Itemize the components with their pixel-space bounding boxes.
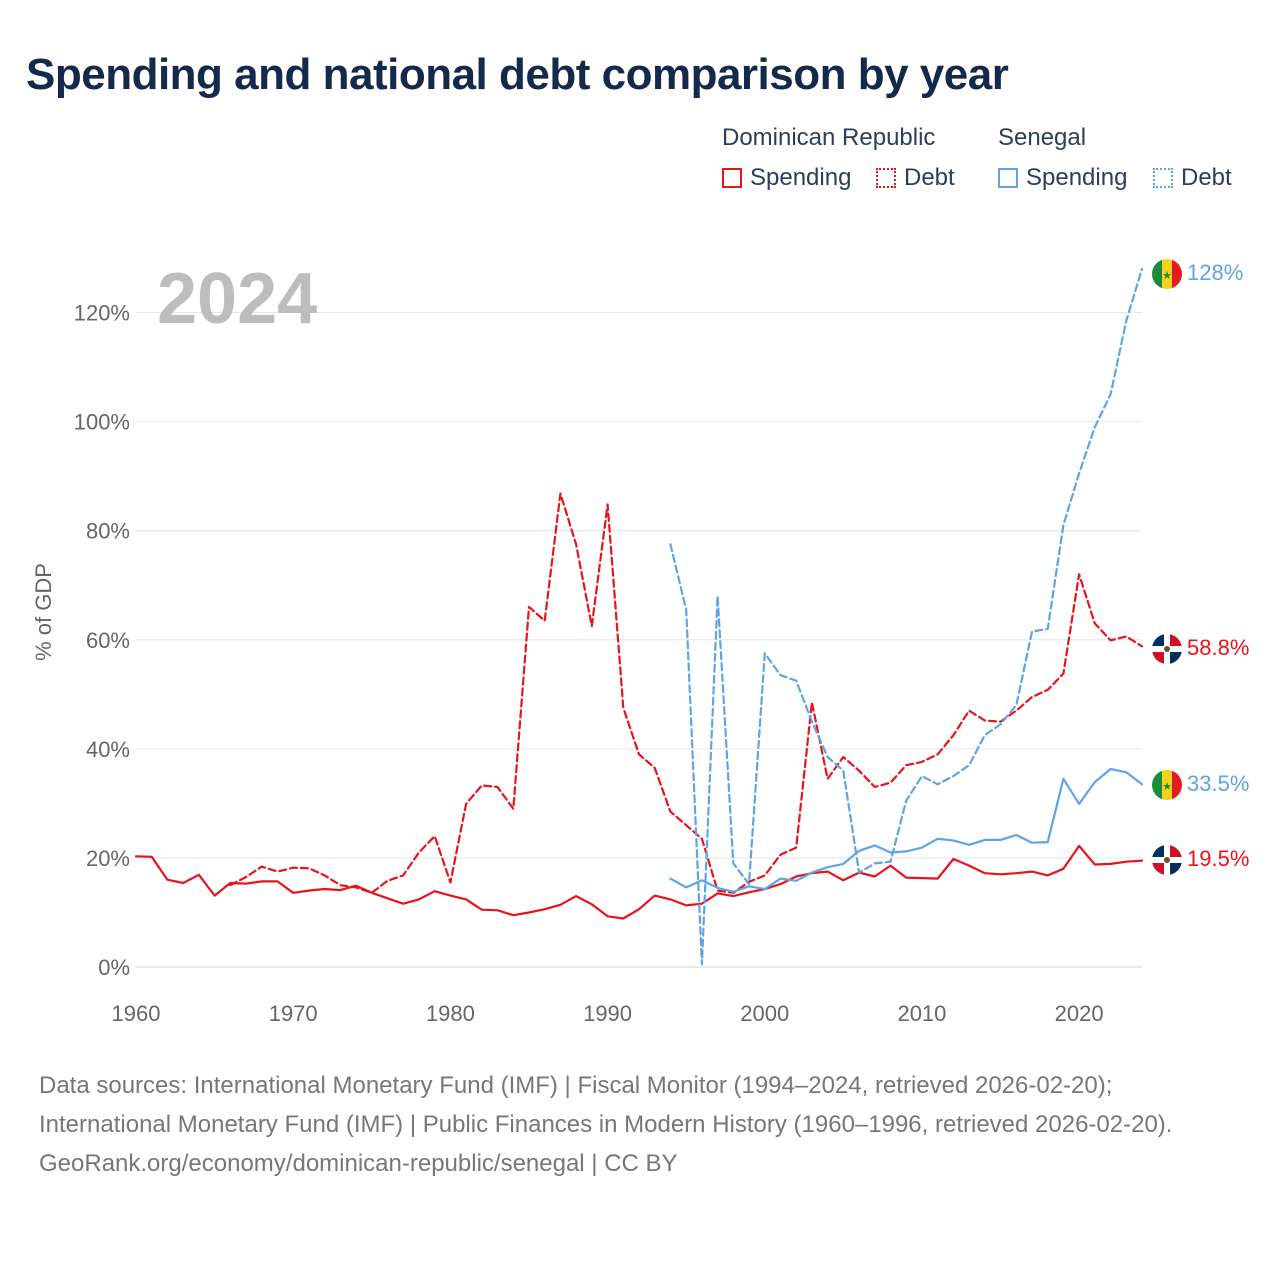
end-labels: 19.5% 58.8% 33.5% 128% bbox=[1187, 260, 1249, 871]
legend-item-sn-spending[interactable]: Spending bbox=[998, 164, 1127, 192]
dotted-line-swatch-icon bbox=[1153, 168, 1173, 188]
svg-text:★: ★ bbox=[1162, 781, 1172, 793]
legend-group-label: Dominican Republic bbox=[722, 124, 936, 151]
dotted-line-swatch-icon bbox=[876, 168, 896, 188]
dominican-republic-spending-line bbox=[134, 844, 1144, 920]
y-tick-label: 100% bbox=[74, 410, 130, 435]
y-tick-label: 80% bbox=[86, 519, 130, 544]
dominican-republic-flag-icon bbox=[1152, 634, 1182, 664]
x-tick-label: 1990 bbox=[583, 1001, 632, 1026]
senegal-spending-line bbox=[669, 767, 1144, 893]
gridlines bbox=[136, 312, 1142, 968]
senegal-flag-icon: ★ bbox=[1152, 770, 1182, 800]
x-tick-label: 1970 bbox=[269, 1001, 318, 1026]
senegal-spending-end-label: 33.5% bbox=[1187, 771, 1249, 796]
senegal-debt-end-label: 128% bbox=[1187, 260, 1243, 285]
y-tick-label: 120% bbox=[74, 301, 130, 326]
y-tick-label: 0% bbox=[98, 955, 130, 980]
svg-text:★: ★ bbox=[1162, 270, 1172, 282]
legend-group-senegal: Senegal bbox=[998, 122, 1086, 154]
chart-footer: Data sources: International Monetary Fun… bbox=[39, 1066, 1239, 1183]
y-tick-label: 60% bbox=[86, 628, 130, 653]
legend-item-sn-debt[interactable]: Debt bbox=[1153, 164, 1232, 192]
attribution-link[interactable]: GeoRank.org/economy/dominican-republic/s… bbox=[39, 1150, 678, 1177]
legend-item-label: Spending bbox=[750, 164, 852, 191]
y-tick-label: 20% bbox=[86, 846, 130, 871]
legend-group-label: Senegal bbox=[998, 124, 1087, 151]
legend-item-dr-debt[interactable]: Debt bbox=[876, 164, 955, 192]
dominican-republic-spending-end-label: 19.5% bbox=[1187, 846, 1249, 871]
legend-item-dr-spending[interactable]: Spending bbox=[722, 164, 851, 192]
series bbox=[134, 267, 1144, 966]
legend-group-dominican-republic: Dominican Republic bbox=[722, 122, 935, 154]
x-tick-label: 2000 bbox=[740, 1001, 789, 1026]
legend-item-label: Spending bbox=[1026, 164, 1128, 191]
solid-line-swatch-icon bbox=[998, 168, 1018, 188]
legend-item-label: Debt bbox=[904, 164, 955, 191]
dominican-republic-debt-line bbox=[229, 492, 1144, 894]
x-tick-label: 2020 bbox=[1055, 1001, 1104, 1026]
legend-item-label: Debt bbox=[1181, 164, 1232, 191]
end-flags: ★ ★ bbox=[1152, 259, 1182, 875]
data-sources: Data sources: International Monetary Fun… bbox=[39, 1072, 1173, 1138]
senegal-flag-icon: ★ bbox=[1152, 259, 1182, 289]
x-tick-label: 1980 bbox=[426, 1001, 475, 1026]
y-axis-label: % of GDP bbox=[31, 563, 56, 661]
senegal-debt-line bbox=[669, 267, 1144, 966]
x-tick-label: 1960 bbox=[112, 1001, 161, 1026]
y-tick-label: 40% bbox=[86, 737, 130, 762]
year-watermark: 2024 bbox=[157, 259, 317, 339]
solid-line-swatch-icon bbox=[722, 168, 742, 188]
chart-title: Spending and national debt comparison by… bbox=[26, 50, 1009, 99]
dominican-republic-debt-end-label: 58.8% bbox=[1187, 635, 1249, 660]
dominican-republic-flag-icon bbox=[1152, 845, 1182, 875]
axes: 0% 20% 40% 60% 80% 100% 120% 1960 1970 1980 1990 20… bbox=[31, 301, 1104, 1026]
x-tick-label: 2010 bbox=[897, 1001, 946, 1026]
